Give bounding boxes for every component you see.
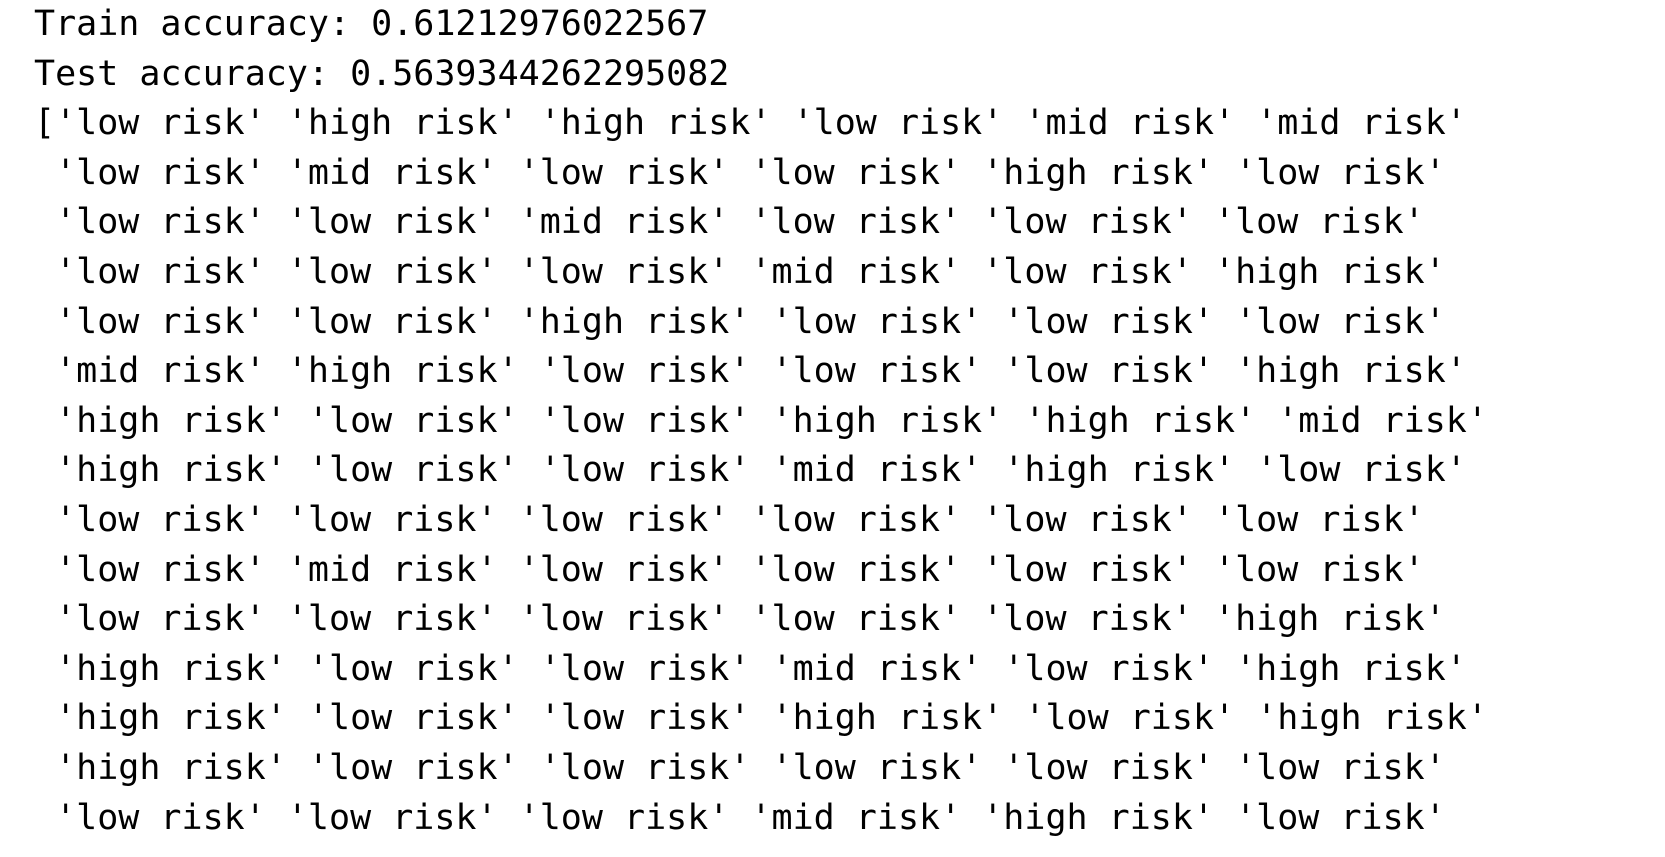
prediction-line: 'low risk' 'low risk' 'low risk' 'low ri… <box>34 499 1425 540</box>
prediction-line: 'low risk' 'low risk' 'low risk' 'mid ri… <box>34 797 1446 838</box>
prediction-line: 'high risk' 'low risk' 'low risk' 'mid r… <box>34 450 1467 491</box>
prediction-line: 'low risk' 'low risk' 'low risk' 'mid ri… <box>34 251 1446 292</box>
console-output: Train accuracy: 0.61212976022567 Test acc… <box>34 0 1488 843</box>
train-accuracy-line: Train accuracy: 0.61212976022567 <box>34 4 709 44</box>
prediction-line: 'high risk' 'low risk' 'low risk' 'high … <box>34 400 1488 441</box>
prediction-line: 'low risk' 'mid risk' 'low risk' 'low ri… <box>34 152 1446 193</box>
prediction-line: 'mid risk' 'high risk' 'low risk' 'low r… <box>34 351 1467 392</box>
prediction-line: 'high risk' 'low risk' 'low risk' 'mid r… <box>34 648 1467 689</box>
prediction-line: ['low risk' 'high risk' 'high risk' 'low… <box>34 103 1467 144</box>
prediction-line: 'low risk' 'mid risk' 'low risk' 'low ri… <box>34 549 1425 590</box>
prediction-line: 'low risk' 'low risk' 'mid risk' 'low ri… <box>34 202 1425 243</box>
prediction-line: 'high risk' 'low risk' 'low risk' 'low r… <box>34 747 1446 788</box>
prediction-line: 'low risk' 'low risk' 'high risk' 'low r… <box>34 301 1446 342</box>
prediction-line: 'low risk' 'low risk' 'low risk' 'low ri… <box>34 599 1446 640</box>
test-accuracy-line: Test accuracy: 0.5639344262295082 <box>34 53 730 94</box>
prediction-line: 'high risk' 'low risk' 'low risk' 'high … <box>34 698 1488 739</box>
